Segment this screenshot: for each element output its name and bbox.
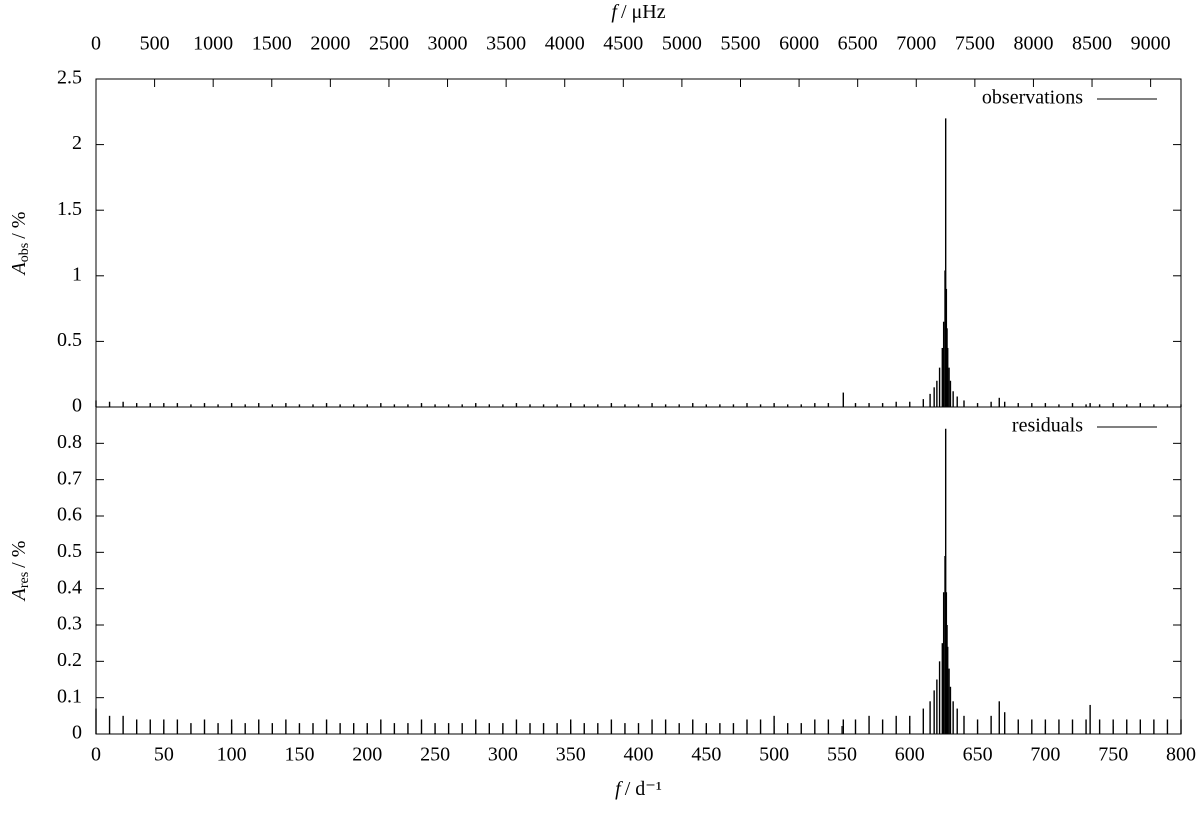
- x2-tick-label: 6500: [838, 33, 878, 55]
- axis-symbol: f: [611, 1, 619, 23]
- x2-tick-label: 7500: [955, 33, 995, 55]
- x-tick-label: 650: [963, 744, 993, 766]
- x2-tick-label: 500: [140, 33, 170, 55]
- y-tick-label: 0.5: [57, 329, 82, 351]
- x-tick-label: 450: [691, 744, 721, 766]
- y-tick-label: 2.5: [57, 67, 82, 89]
- x-tick-label: 100: [217, 744, 247, 766]
- x-tick-label: 300: [488, 744, 518, 766]
- x-tick-label: 350: [556, 744, 586, 766]
- x2-tick-label: 5000: [662, 33, 702, 55]
- y-axis-title: Ares / %: [8, 541, 33, 603]
- axis-unit: / μHz: [621, 1, 666, 23]
- x-axis-title: f / d⁻¹: [615, 778, 662, 800]
- x-tick-label: 200: [352, 744, 382, 766]
- x-tick-label: 600: [895, 744, 925, 766]
- x-tick-label: 250: [420, 744, 450, 766]
- x2-tick-label: 2500: [369, 33, 409, 55]
- legend-label: residuals: [1012, 415, 1083, 437]
- y-tick-label: 2: [72, 132, 82, 154]
- x-tick-label: 550: [827, 744, 857, 766]
- y-tick-label: 0.3: [57, 613, 82, 635]
- x-tick-label: 150: [284, 744, 314, 766]
- y-tick-label: 0.8: [57, 431, 82, 453]
- x2-axis-title: f / μHz: [611, 1, 665, 23]
- x2-tick-label: 0: [91, 33, 101, 55]
- x2-tick-label: 1000: [193, 33, 233, 55]
- axis-unit: / %: [8, 212, 30, 239]
- y-tick-label: 0: [72, 395, 82, 417]
- x2-tick-label: 3000: [428, 33, 468, 55]
- y-tick-label: 0.4: [57, 576, 82, 598]
- plot-frame: [95, 78, 1182, 408]
- x2-tick-label: 4500: [603, 33, 643, 55]
- axis-subscript: res: [17, 572, 32, 588]
- y-tick-label: 0.1: [57, 685, 82, 707]
- x2-tick-label: 7000: [896, 33, 936, 55]
- x-tick-label: 700: [1030, 744, 1060, 766]
- x2-tick-label: 6000: [779, 33, 819, 55]
- axis-symbol: A: [8, 587, 30, 602]
- axis-unit: / d⁻¹: [625, 778, 662, 800]
- y-axis-title: Aobs / %: [8, 212, 33, 277]
- y-tick-label: 0.7: [57, 467, 82, 489]
- y-tick-label: 1: [72, 263, 82, 285]
- y-tick-label: 0: [72, 722, 82, 744]
- y-tick-label: 0.5: [57, 540, 82, 562]
- axis-subscript: obs: [17, 243, 32, 262]
- y-tick-label: 1.5: [57, 198, 82, 220]
- axis-symbol: f: [615, 778, 623, 800]
- x2-tick-label: 3500: [486, 33, 526, 55]
- y-tick-label: 0.2: [57, 649, 82, 671]
- x2-tick-label: 4000: [545, 33, 585, 55]
- x2-tick-label: 5500: [720, 33, 760, 55]
- axis-symbol: A: [8, 261, 30, 276]
- x2-tick-label: 8000: [1013, 33, 1053, 55]
- x-tick-label: 0: [91, 744, 101, 766]
- x-tick-label: 800: [1166, 744, 1196, 766]
- x2-tick-label: 1500: [252, 33, 292, 55]
- plot-frame: [95, 406, 1182, 735]
- x2-tick-label: 9000: [1131, 33, 1171, 55]
- x2-tick-label: 8500: [1072, 33, 1112, 55]
- x-tick-label: 400: [624, 744, 654, 766]
- x2-tick-label: 2000: [310, 33, 350, 55]
- x-tick-label: 50: [154, 744, 174, 766]
- y-tick-label: 0.6: [57, 504, 82, 526]
- axis-unit: / %: [8, 541, 30, 568]
- x-tick-label: 750: [1098, 744, 1128, 766]
- x-tick-label: 500: [759, 744, 789, 766]
- legend-label: observations: [982, 87, 1083, 109]
